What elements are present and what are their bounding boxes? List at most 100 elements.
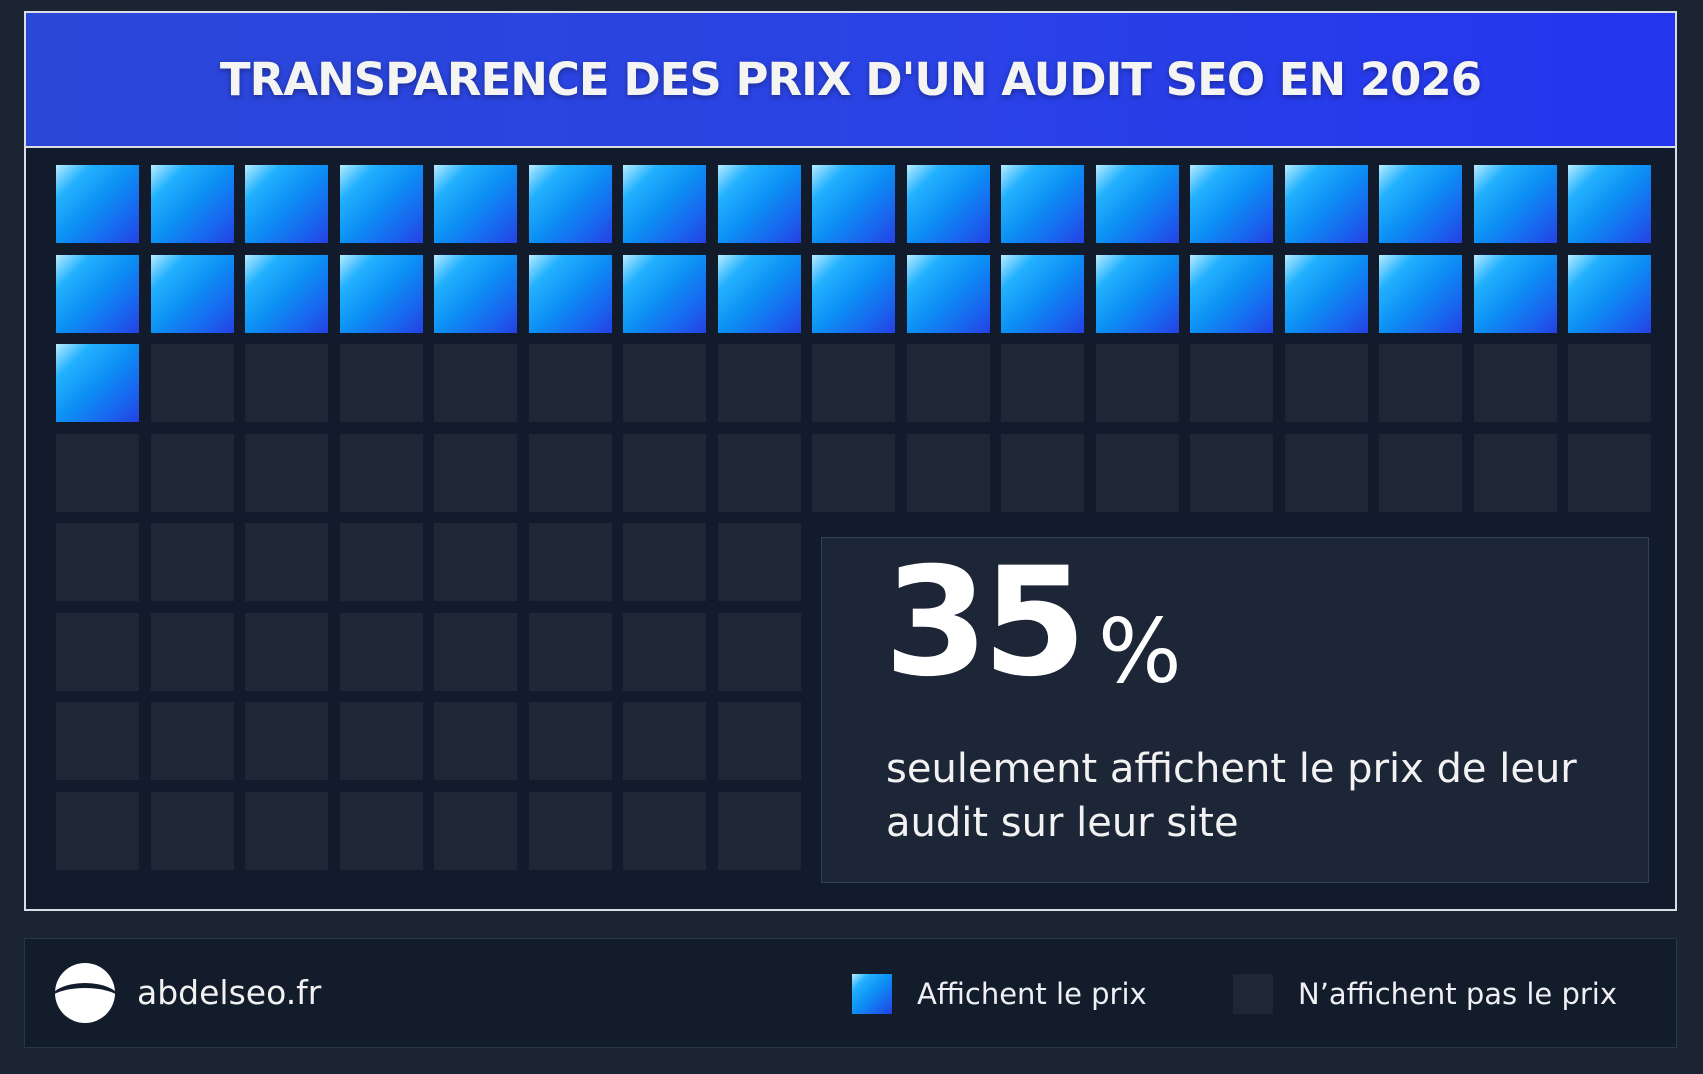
- waffle-cell-filled: [528, 165, 612, 243]
- waffle-cell-empty: [1095, 344, 1179, 422]
- waffle-cell-empty: [150, 791, 234, 870]
- waffle-cell-empty: [245, 344, 328, 422]
- wave-logo-icon: [55, 963, 115, 1023]
- waffle-cell-empty: [56, 702, 139, 780]
- waffle-cell-filled: [1568, 165, 1651, 243]
- waffle-cell-empty: [717, 523, 801, 601]
- waffle-cell-empty: [150, 433, 234, 512]
- waffle-cell-empty: [1190, 433, 1273, 512]
- waffle-cell-filled: [528, 254, 612, 333]
- footer-bar: abdelseo.fr Affichent le prix N’affichen…: [24, 938, 1677, 1048]
- waffle-cell-empty: [1568, 344, 1651, 422]
- waffle-cell-empty: [245, 702, 328, 780]
- waffle-cell-empty: [434, 433, 517, 512]
- waffle-cell-empty: [339, 433, 423, 512]
- waffle-cell-empty: [245, 791, 328, 870]
- waffle-cell-filled: [717, 254, 801, 333]
- waffle-cell-empty: [812, 344, 895, 422]
- waffle-cell-empty: [717, 433, 801, 512]
- waffle-cell-filled: [1284, 165, 1368, 243]
- waffle-cell-filled: [1379, 254, 1462, 333]
- waffle-cell-filled: [245, 254, 328, 333]
- waffle-cell-filled: [812, 254, 895, 333]
- waffle-cell-empty: [1095, 433, 1179, 512]
- waffle-cell-filled: [339, 254, 423, 333]
- waffle-cell-empty: [339, 612, 423, 691]
- waffle-cell-empty: [717, 344, 801, 422]
- waffle-cell-empty: [528, 523, 612, 601]
- waffle-cell-filled: [150, 165, 234, 243]
- waffle-cell-empty: [150, 344, 234, 422]
- highlight-text: seulement affichent le prix de leur audi…: [886, 746, 1577, 846]
- waffle-cell-filled: [1473, 254, 1557, 333]
- waffle-cell-filled: [245, 165, 328, 243]
- waffle-cell-empty: [528, 344, 612, 422]
- waffle-cell-empty: [150, 702, 234, 780]
- waffle-cell-filled: [339, 165, 423, 243]
- waffle-cell-empty: [150, 523, 234, 601]
- chart-frame: TRANSPARENCE DES PRIX D'UN AUDIT SEO EN …: [24, 11, 1677, 911]
- waffle-cell-empty: [1379, 433, 1462, 512]
- legend-label-filled: Affichent le prix: [917, 977, 1147, 1011]
- waffle-cell-empty: [623, 344, 706, 422]
- waffle-cell-filled: [623, 254, 706, 333]
- waffle-cell-filled: [434, 254, 517, 333]
- waffle-cell-filled: [906, 254, 990, 333]
- waffle-cell-empty: [717, 791, 801, 870]
- waffle-cell-filled: [1568, 254, 1651, 333]
- waffle-cell-filled: [434, 165, 517, 243]
- waffle-cell-empty: [245, 612, 328, 691]
- waffle-cell-filled: [1001, 254, 1084, 333]
- waffle-cell-filled: [1284, 254, 1368, 333]
- waffle-cell-filled: [56, 165, 139, 243]
- waffle-cell-empty: [245, 433, 328, 512]
- waffle-cell-empty: [245, 523, 328, 601]
- waffle-cell-empty: [434, 702, 517, 780]
- waffle-cell-empty: [56, 433, 139, 512]
- waffle-cell-empty: [528, 702, 612, 780]
- waffle-cell-filled: [1379, 165, 1462, 243]
- highlight-value: 35: [884, 536, 1087, 710]
- waffle-cell-empty: [1190, 344, 1273, 422]
- waffle-cell-empty: [717, 702, 801, 780]
- waffle-cell-filled: [906, 165, 990, 243]
- chart-title: TRANSPARENCE DES PRIX D'UN AUDIT SEO EN …: [219, 53, 1482, 106]
- waffle-cell-empty: [339, 702, 423, 780]
- legend-swatch-filled: [852, 974, 892, 1014]
- waffle-cell-empty: [434, 344, 517, 422]
- waffle-cell-empty: [1001, 344, 1084, 422]
- waffle-cell-empty: [339, 344, 423, 422]
- logo-wave-shape: [55, 983, 115, 1019]
- waffle-cell-filled: [1190, 165, 1273, 243]
- waffle-cell-filled: [1095, 165, 1179, 243]
- waffle-cell-empty: [1379, 344, 1462, 422]
- waffle-cell-empty: [434, 612, 517, 691]
- waffle-cell-empty: [623, 612, 706, 691]
- waffle-cell-filled: [1190, 254, 1273, 333]
- waffle-cell-empty: [434, 791, 517, 870]
- waffle-cell-empty: [434, 523, 517, 601]
- waffle-cell-empty: [623, 791, 706, 870]
- waffle-cell-filled: [150, 254, 234, 333]
- waffle-cell-empty: [623, 433, 706, 512]
- waffle-cell-empty: [1473, 344, 1557, 422]
- waffle-cell-empty: [717, 612, 801, 691]
- waffle-cell-empty: [906, 344, 990, 422]
- waffle-cell-filled: [56, 344, 139, 422]
- waffle-cell-filled: [1001, 165, 1084, 243]
- waffle-cell-empty: [56, 612, 139, 691]
- waffle-cell-empty: [528, 612, 612, 691]
- waffle-cell-empty: [1284, 344, 1368, 422]
- waffle-cell-empty: [528, 433, 612, 512]
- waffle-cell-filled: [1473, 165, 1557, 243]
- highlight-unit: %: [1098, 600, 1182, 703]
- waffle-cell-empty: [528, 791, 612, 870]
- waffle-cell-empty: [623, 702, 706, 780]
- waffle-cell-filled: [1095, 254, 1179, 333]
- waffle-cell-filled: [717, 165, 801, 243]
- waffle-cell-empty: [56, 791, 139, 870]
- waffle-cell-empty: [1568, 433, 1651, 512]
- waffle-cell-filled: [812, 165, 895, 243]
- waffle-cell-empty: [623, 523, 706, 601]
